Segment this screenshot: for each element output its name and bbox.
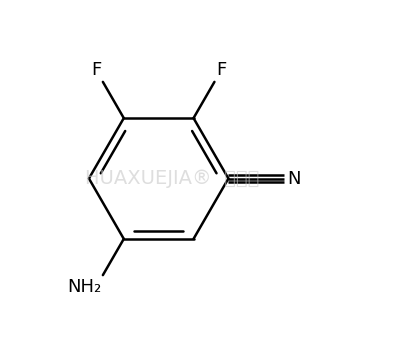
Text: NH₂: NH₂ <box>67 278 101 296</box>
Text: N: N <box>287 170 300 187</box>
Text: HUAXUEJIA®  化学加: HUAXUEJIA® 化学加 <box>85 169 260 188</box>
Text: F: F <box>216 61 227 79</box>
Text: F: F <box>91 61 101 79</box>
